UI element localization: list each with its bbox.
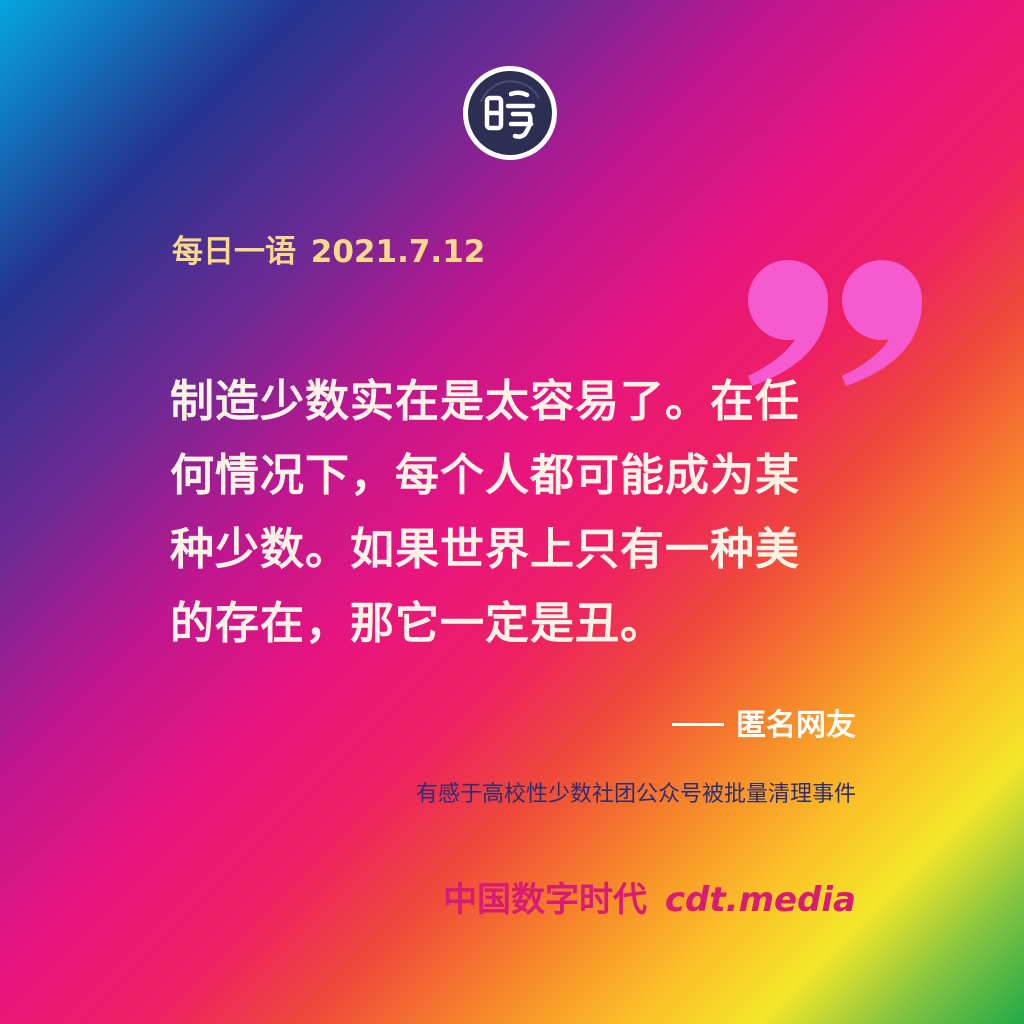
- quote-line: 制造少数实在是太容易了。在任: [170, 376, 800, 427]
- quote-line: 种少数。如果世界上只有一种美: [170, 524, 800, 575]
- brand-footer: 中国数字时代 cdt.media: [443, 872, 856, 921]
- quote-line: 何情况下，每个人都可能成为某: [170, 450, 800, 501]
- brand-name: 中国数字时代: [443, 880, 648, 920]
- quote-line: 的存在，那它一定是丑。: [170, 598, 665, 649]
- author-name: 匿名网友: [736, 708, 856, 743]
- daily-quote-header: 每日一语 2021.7.12: [172, 226, 485, 271]
- context-note: 有感于高校性少数社团公众号被批量清理事件: [415, 782, 856, 807]
- header-label: 每日一语: [172, 234, 296, 270]
- seal-logo-icon: [461, 64, 559, 162]
- closing-quote-icon: [736, 258, 936, 388]
- brand-site: cdt.media: [664, 880, 856, 920]
- quote-author: 匿名网友: [672, 700, 856, 744]
- author-dash: [672, 723, 724, 726]
- header-date: 2021.7.12: [310, 234, 486, 270]
- quote-text: 制造少数实在是太容易了。在任 何情况下，每个人都可能成为某 种少数。如果世界上只…: [170, 365, 870, 661]
